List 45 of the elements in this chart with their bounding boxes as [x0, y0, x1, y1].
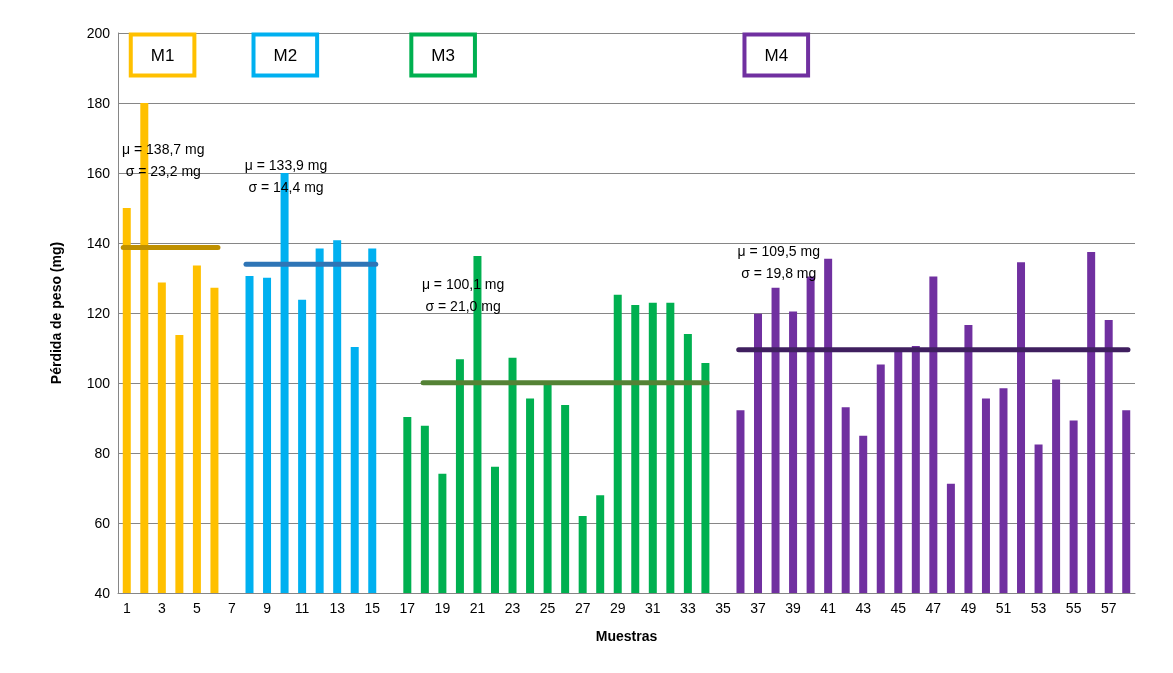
x-tick-label: 51 — [995, 600, 1012, 616]
x-tick-label: 29 — [609, 600, 626, 616]
y-tick-label: 200 — [86, 25, 111, 41]
x-tick-label: 17 — [399, 600, 416, 616]
x-tick-label: 37 — [750, 600, 767, 616]
x-tick-label: 5 — [193, 600, 202, 616]
annotation: μ = 109,5 mg σ = 19,8 mg — [737, 242, 820, 281]
x-tick-label: 9 — [263, 600, 272, 616]
y-tick-label: 60 — [94, 515, 111, 531]
x-tick-label: 3 — [157, 600, 166, 616]
x-tick-label: 7 — [228, 600, 237, 616]
y-tick-label: 100 — [86, 375, 111, 391]
x-tick-label: 57 — [1100, 600, 1117, 616]
x-tick-label: 19 — [434, 600, 451, 616]
x-tick-label: 1 — [122, 600, 131, 616]
x-tick-label: 41 — [820, 600, 837, 616]
text: M2 — [273, 45, 298, 65]
y-tick-label: 180 — [86, 95, 111, 111]
y-tick-label: 40 — [94, 585, 111, 601]
x-tick-label: 53 — [1030, 600, 1047, 616]
x-tick-label: 43 — [855, 600, 872, 616]
x-tick-label: 31 — [645, 600, 661, 616]
x-tick-label: 21 — [469, 600, 486, 616]
y-tick-label: 160 — [86, 165, 111, 181]
y-tick-label: 140 — [86, 235, 111, 251]
x-tick-label: 11 — [294, 600, 310, 616]
y-axis-title: Pérdida de peso (mg) — [48, 241, 64, 385]
x-tick-label: 35 — [715, 600, 731, 616]
y-tick-label: 120 — [86, 305, 111, 321]
x-tick-label: 55 — [1065, 600, 1082, 616]
x-tick-label: 45 — [890, 600, 907, 616]
x-tick-label: 13 — [329, 600, 346, 616]
x-tick-label: 15 — [364, 600, 381, 616]
x-tick-label: 23 — [504, 600, 521, 616]
y-tick-label: 80 — [94, 445, 111, 461]
text: M4 — [764, 45, 789, 65]
x-tick-label: 47 — [925, 600, 942, 616]
x-tick-label: 49 — [960, 600, 977, 616]
x-tick-label: 25 — [539, 600, 556, 616]
x-tick-label: 33 — [680, 600, 696, 616]
x-tick-label: 39 — [785, 600, 802, 616]
text: M3 — [431, 45, 455, 65]
x-tick-label: 27 — [574, 600, 591, 616]
text: M1 — [150, 45, 175, 65]
x-axis-title: Muestras — [595, 628, 658, 644]
